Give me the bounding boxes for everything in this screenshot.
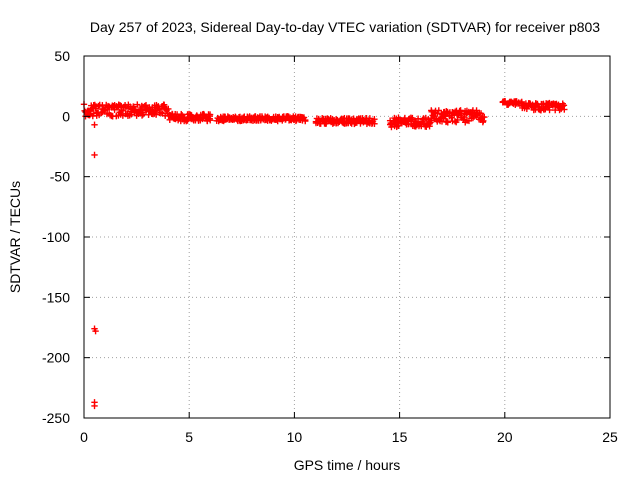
data-point bbox=[178, 110, 185, 118]
data-point bbox=[97, 109, 105, 117]
x-axis-label: GPS time / hours bbox=[294, 457, 401, 473]
data-point bbox=[86, 112, 93, 119]
data-point bbox=[414, 115, 422, 122]
data-point bbox=[480, 117, 487, 125]
data-point bbox=[457, 107, 464, 114]
data-point bbox=[91, 121, 98, 128]
data-point bbox=[134, 101, 141, 108]
data-point bbox=[546, 106, 553, 114]
y-tick-label: 0 bbox=[62, 108, 70, 124]
data-point bbox=[371, 116, 378, 123]
x-tick-labels: 0 5 10 15 20 25 bbox=[80, 429, 618, 445]
x-tick-label: 5 bbox=[185, 429, 193, 445]
chart-title: Day 257 of 2023, Sidereal Day-to-day VTE… bbox=[90, 19, 600, 35]
data-point bbox=[481, 113, 488, 121]
y-tick-label: -50 bbox=[50, 169, 70, 185]
y-tick-label: -250 bbox=[42, 410, 70, 426]
data-point bbox=[139, 111, 147, 118]
data-point bbox=[448, 114, 455, 121]
data-point bbox=[152, 111, 160, 118]
x-tick-label: 25 bbox=[602, 429, 618, 445]
data-point bbox=[302, 117, 309, 125]
x-tick-label: 10 bbox=[287, 429, 303, 445]
data-point bbox=[91, 151, 98, 159]
data-points bbox=[80, 98, 568, 410]
data-point bbox=[207, 117, 214, 124]
data-point bbox=[443, 108, 450, 115]
data-point bbox=[95, 102, 102, 110]
y-axis-label: SDTVAR / TECUs bbox=[7, 181, 23, 293]
data-point bbox=[91, 402, 98, 410]
data-point bbox=[560, 102, 568, 109]
x-tick-label: 0 bbox=[80, 429, 88, 445]
y-tick-label: -200 bbox=[42, 350, 70, 366]
data-point bbox=[92, 327, 99, 335]
data-point bbox=[395, 122, 402, 130]
y-tick-label: -150 bbox=[42, 289, 70, 305]
data-point bbox=[444, 119, 451, 126]
y-tick-label: 50 bbox=[54, 48, 70, 64]
data-point bbox=[452, 108, 459, 115]
data-point bbox=[435, 107, 442, 114]
axis-ticks bbox=[83, 55, 611, 419]
data-point bbox=[206, 111, 214, 118]
data-point bbox=[428, 117, 435, 124]
data-point bbox=[161, 101, 168, 109]
x-tick-label: 20 bbox=[497, 429, 513, 445]
y-tick-label: -100 bbox=[42, 229, 70, 245]
y-tick-labels: 50 0 -50 -100 -150 -200 -250 bbox=[42, 48, 70, 426]
data-point bbox=[477, 110, 485, 117]
x-tick-label: 15 bbox=[392, 429, 408, 445]
